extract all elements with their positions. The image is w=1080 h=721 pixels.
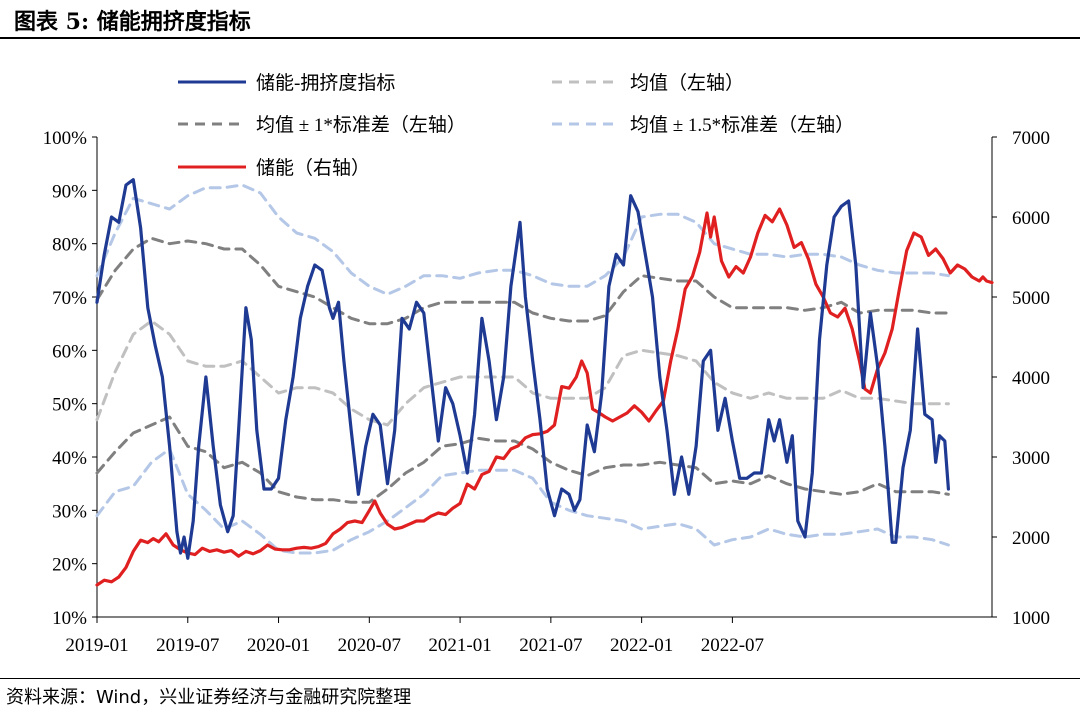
axes: 10% 20% 30% 40% 50% 60% 70% 80% 90% 100% 1000 2000 3… bbox=[43, 128, 1050, 656]
series-lines bbox=[95, 178, 994, 587]
x-tick-label: 2020-01 bbox=[247, 635, 310, 656]
legend-label: 储能-拥挤度指标 bbox=[256, 72, 395, 94]
series-line bbox=[95, 319, 950, 427]
left-tick-label: 70% bbox=[52, 288, 87, 309]
title-rule bbox=[0, 37, 1080, 39]
left-tick-label: 20% bbox=[52, 555, 87, 576]
left-tick-label: 60% bbox=[52, 341, 87, 362]
x-tick-label: 2021-07 bbox=[519, 635, 582, 656]
chart: 储能-拥挤度指标 均值（左轴） 均值 ± 1*标准差（左轴） 均值 ± 1.5*标准差… bbox=[43, 72, 1050, 656]
source-rule bbox=[0, 678, 1080, 679]
right-tick-label: 7000 bbox=[1012, 128, 1050, 149]
x-tick-label: 2022-07 bbox=[701, 635, 764, 656]
legend-label: 均值（左轴） bbox=[630, 72, 744, 94]
right-tick-label: 4000 bbox=[1012, 368, 1050, 389]
legend-label: 均值 ± 1*标准差（左轴） bbox=[256, 114, 466, 136]
left-tick-label: 90% bbox=[52, 181, 87, 202]
x-tick-label: 2020-07 bbox=[338, 635, 401, 656]
legend: 储能-拥挤度指标 均值（左轴） 均值 ± 1*标准差（左轴） 均值 ± 1.5*标准差… bbox=[178, 72, 854, 179]
series-line bbox=[95, 207, 994, 587]
right-tick-label: 3000 bbox=[1012, 448, 1050, 469]
left-tick-label: 30% bbox=[52, 501, 87, 522]
right-tick-label: 2000 bbox=[1012, 528, 1050, 549]
legend-label: 均值 ± 1.5*标准差（左轴） bbox=[630, 114, 854, 136]
series-line bbox=[95, 178, 950, 560]
left-tick-label: 100% bbox=[43, 128, 88, 149]
right-tick-label: 5000 bbox=[1012, 288, 1050, 309]
right-tick-label: 1000 bbox=[1012, 608, 1050, 629]
x-tick-label: 2022-01 bbox=[610, 635, 673, 656]
series-line bbox=[95, 447, 950, 555]
legend-label: 储能（右轴） bbox=[256, 157, 370, 179]
series-line bbox=[95, 236, 950, 326]
figure-title: 图表 5: 储能拥挤度指标 bbox=[14, 9, 251, 35]
left-tick-label: 80% bbox=[52, 235, 87, 256]
right-tick-label: 6000 bbox=[1012, 208, 1050, 229]
left-tick-label: 50% bbox=[52, 395, 87, 416]
left-tick-label: 10% bbox=[52, 608, 87, 629]
x-tick-label: 2019-01 bbox=[65, 635, 128, 656]
left-tick-label: 40% bbox=[52, 448, 87, 469]
series-line bbox=[95, 415, 950, 504]
source-note: 资料来源：Wind，兴业证券经济与金融研究院整理 bbox=[6, 687, 412, 708]
x-tick-label: 2019-07 bbox=[156, 635, 219, 656]
x-tick-label: 2021-01 bbox=[428, 635, 491, 656]
